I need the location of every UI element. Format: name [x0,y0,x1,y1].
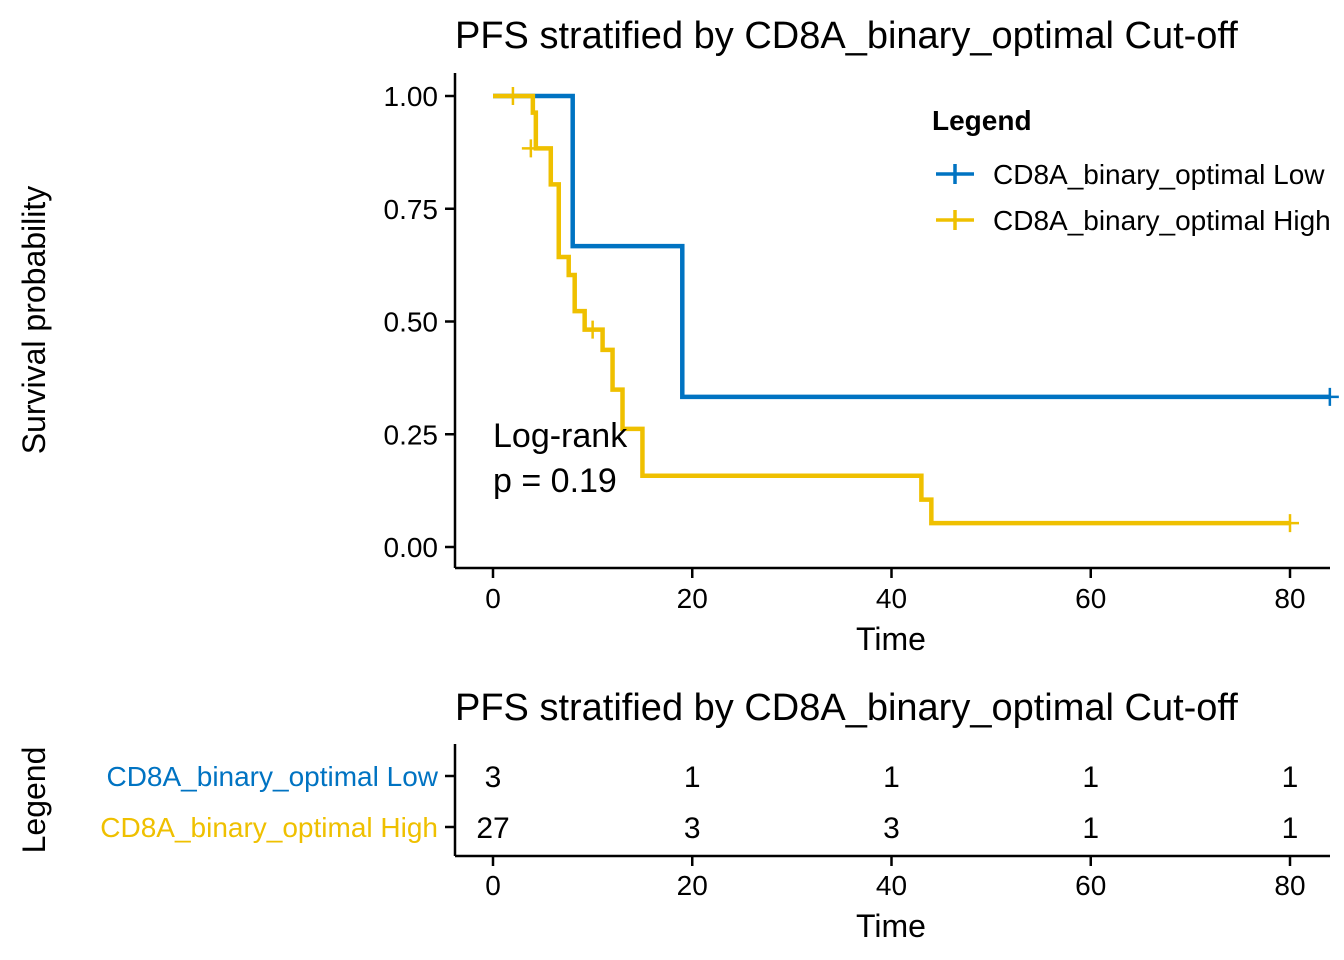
risk-count-high: 3 [684,812,701,845]
legend-title: Legend [932,105,1032,136]
logrank-pvalue: p = 0.19 [493,462,617,500]
legend-label-low: CD8A_binary_optimal Low [993,159,1325,190]
censor-mark-high [503,87,522,105]
risk-count-high: 3 [883,812,900,845]
risk-row-label-low: CD8A_binary_optimal Low [106,761,438,792]
risk-count-low: 3 [485,761,502,794]
survival-y-tick-label: 0.00 [384,532,439,563]
risk-count-high: 1 [1282,812,1299,845]
survival-y-tick-label: 1.00 [384,81,439,112]
risk-table-y-axis-title: Legend [16,747,52,854]
legend-key-high [936,210,974,230]
survival-panel: PFS stratified by CD8A_binary_optimal Cu… [16,15,1339,657]
survival-y-axis-title: Survival probability [16,186,52,455]
survival-y-tick-label: 0.75 [384,194,439,225]
survival-x-tick-label: 20 [677,583,708,614]
legend-key-low [936,164,974,184]
risk-table-x-tick-label: 80 [1274,870,1305,901]
legend-label-high: CD8A_binary_optimal High [993,205,1331,236]
risk-count-low: 1 [684,761,701,794]
survival-x-tick-label: 0 [485,583,501,614]
risk-row-label-high: CD8A_binary_optimal High [100,812,438,843]
survival-title: PFS stratified by CD8A_binary_optimal Cu… [455,15,1238,57]
survival-curve-low [493,93,1330,400]
survival-y-tick-label: 0.25 [384,419,439,450]
legend-item-low: CD8A_binary_optimal Low [936,159,1325,190]
survival-x-tick-label: 60 [1075,583,1106,614]
risk-count-low: 1 [883,761,900,794]
survival-y-tick-label: 0.50 [384,307,439,338]
risk-table-x-tick-label: 40 [876,870,907,901]
risk-table-x-tick-label: 20 [677,870,708,901]
censor-mark-high [1281,514,1299,533]
logrank-label: Log-rank [493,417,628,455]
censor-mark-low [1320,387,1339,406]
risk-table-title: PFS stratified by CD8A_binary_optimal Cu… [455,687,1238,729]
survival-curve-high [493,93,1290,526]
censor-mark-high [521,139,540,158]
survival-x-axis-title: Time [856,621,926,657]
risk-table-x-tick-label: 60 [1075,870,1106,901]
risk-count-high: 1 [1082,812,1099,845]
censor-mark-high [583,320,602,339]
risk-count-high: 27 [476,812,509,845]
risk-table-x-axis-title: Time [856,908,926,944]
risk-count-low: 1 [1282,761,1299,794]
legend-item-high: CD8A_binary_optimal High [936,205,1331,236]
survival-x-tick-label: 40 [876,583,907,614]
risk-count-low: 1 [1082,761,1099,794]
legend: Legend CD8A_binary_optimal Low CD8A_binar… [932,105,1331,236]
risk-table-panel: PFS stratified by CD8A_binary_optimal Cu… [16,687,1330,944]
survival-x-tick-label: 80 [1274,583,1305,614]
risk-table-x-tick-label: 0 [485,870,501,901]
